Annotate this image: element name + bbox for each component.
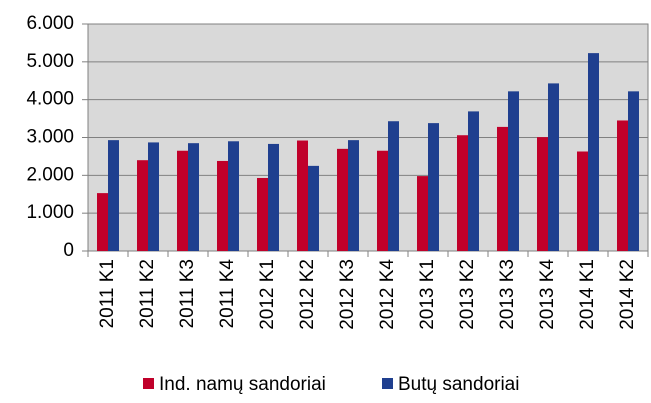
x-tick-label: 2012 K3 bbox=[337, 259, 358, 330]
bar bbox=[348, 140, 359, 251]
bar bbox=[268, 143, 279, 251]
bar bbox=[548, 83, 559, 251]
bar bbox=[537, 137, 548, 251]
x-tick-label: 2013 K2 bbox=[457, 259, 478, 330]
x-tick-label: 2011 K4 bbox=[217, 259, 238, 329]
bar bbox=[337, 148, 348, 251]
bar bbox=[137, 160, 148, 251]
bar bbox=[217, 160, 228, 251]
bar bbox=[228, 141, 239, 251]
bar bbox=[457, 135, 468, 251]
x-tick-label: 2012 K4 bbox=[377, 259, 398, 330]
bar bbox=[588, 53, 599, 251]
bar bbox=[377, 150, 388, 251]
bar bbox=[148, 142, 159, 251]
y-tick-label: 5.000 bbox=[26, 51, 74, 72]
y-tick-label: 6.000 bbox=[26, 13, 74, 34]
bar bbox=[577, 151, 588, 251]
bar bbox=[497, 126, 508, 251]
x-tick-label: 2011 K1 bbox=[97, 259, 118, 328]
y-tick-label: 0 bbox=[63, 240, 74, 261]
bar bbox=[308, 165, 319, 251]
bar bbox=[177, 150, 188, 251]
bar bbox=[628, 91, 639, 252]
legend-swatch bbox=[382, 378, 393, 389]
legend-swatch bbox=[143, 378, 154, 389]
bar bbox=[257, 177, 268, 251]
legend-label: Ind. namų sandoriai bbox=[159, 374, 326, 395]
bar bbox=[188, 143, 199, 251]
x-tick-label: 2011 K2 bbox=[137, 259, 158, 328]
x-tick-label: 2013 K3 bbox=[497, 259, 518, 330]
x-tick-label: 2013 K1 bbox=[417, 259, 438, 330]
bar bbox=[617, 120, 628, 251]
x-tick-label: 2013 K4 bbox=[537, 259, 558, 330]
bar bbox=[417, 176, 428, 251]
x-tick-label: 2014 K2 bbox=[617, 259, 638, 330]
x-tick-label: 2012 K1 bbox=[257, 259, 278, 330]
bar bbox=[428, 123, 439, 251]
bar bbox=[108, 140, 119, 251]
y-tick-label: 3.000 bbox=[26, 127, 74, 148]
y-tick-label: 4.000 bbox=[26, 89, 74, 110]
legend-label: Butų sandoriai bbox=[398, 374, 519, 395]
x-tick-label: 2011 K3 bbox=[177, 259, 198, 328]
bar bbox=[97, 193, 108, 251]
bar bbox=[388, 121, 399, 252]
bar bbox=[508, 91, 519, 252]
x-tick-label: 2014 K1 bbox=[577, 259, 598, 330]
y-tick-label: 1.000 bbox=[26, 202, 74, 223]
x-tick-label: 2012 K2 bbox=[297, 259, 318, 330]
bar bbox=[297, 140, 308, 251]
bar bbox=[468, 111, 479, 252]
y-tick-label: 2.000 bbox=[26, 164, 74, 185]
